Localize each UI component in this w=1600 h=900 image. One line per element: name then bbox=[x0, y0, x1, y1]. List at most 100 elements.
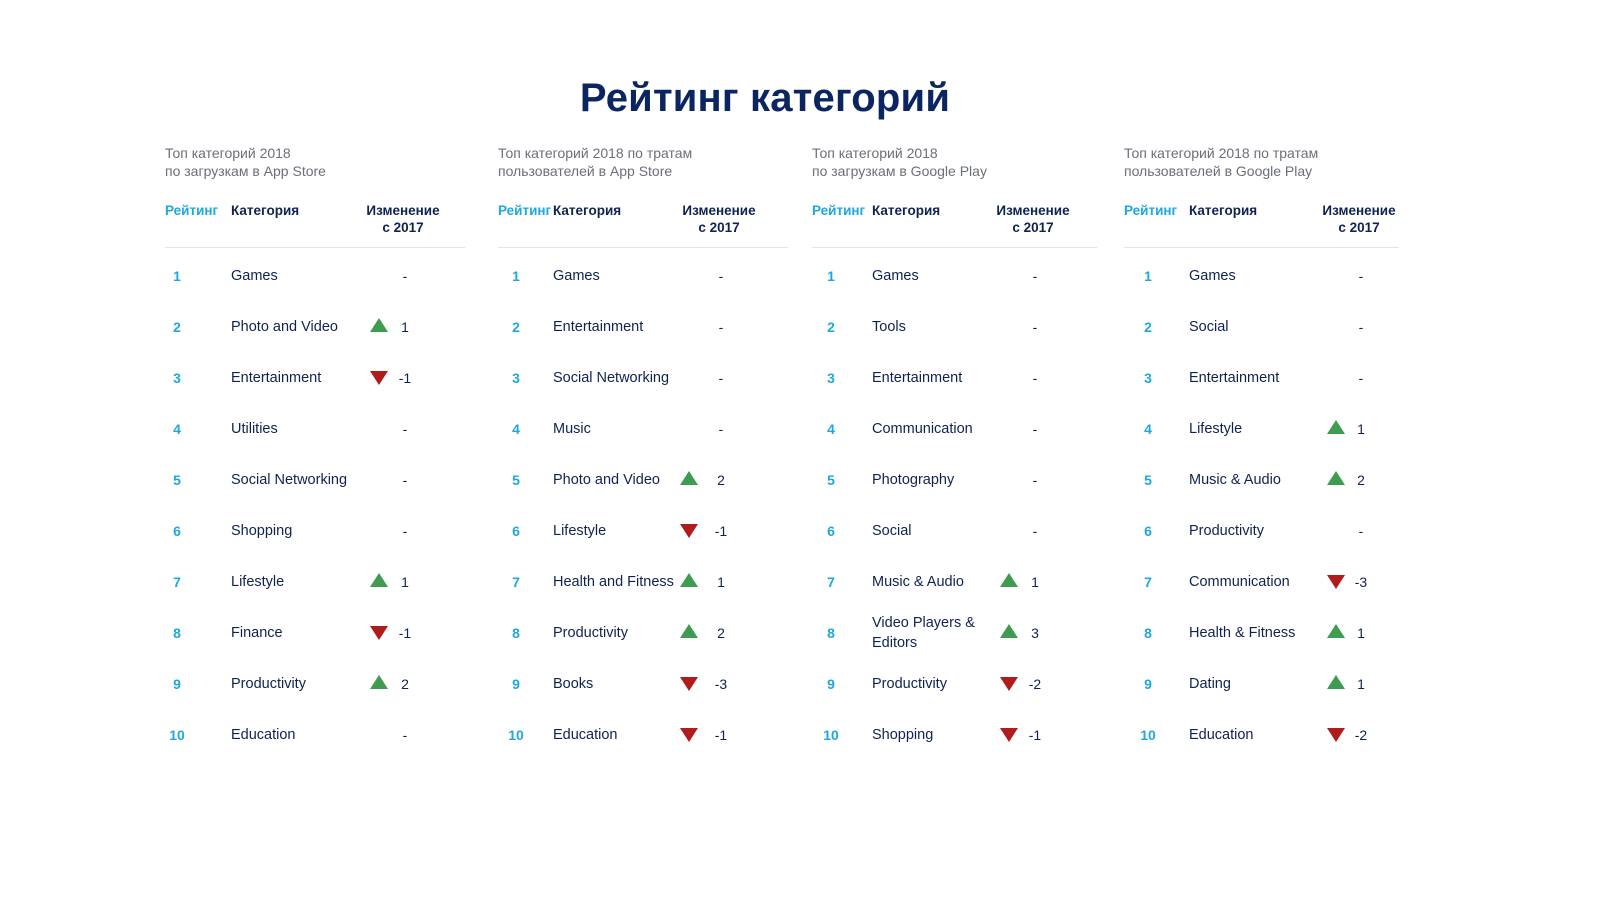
trend-up-icon bbox=[680, 471, 698, 485]
column-header-change: Изменение с 2017 bbox=[983, 202, 1083, 236]
change-value: 1 bbox=[1031, 574, 1039, 590]
change-value: - bbox=[1032, 472, 1038, 488]
change-value: 1 bbox=[1357, 421, 1365, 437]
category-name: Games bbox=[1189, 268, 1236, 284]
category-name: Social Networking bbox=[553, 370, 670, 386]
column-header-change-line2: с 2017 bbox=[1012, 220, 1054, 235]
header-divider bbox=[812, 247, 1097, 248]
rank-number: 1 bbox=[173, 268, 181, 284]
rank-number: 8 bbox=[173, 625, 181, 641]
table-row: 4 Lifestyle 1 bbox=[1124, 404, 1399, 454]
rank-number: 1 bbox=[1144, 268, 1152, 284]
table-row: 2 Entertainment - bbox=[498, 302, 788, 352]
trend-up-icon bbox=[680, 573, 698, 587]
table-row: 9 Productivity -2 bbox=[812, 659, 1097, 709]
change-value: - bbox=[1032, 421, 1038, 437]
column-header-rank: Рейтинг bbox=[165, 203, 219, 218]
change-value: 2 bbox=[717, 625, 725, 641]
category-name: Communication bbox=[872, 421, 973, 437]
change-value: - bbox=[1358, 319, 1364, 335]
table-row: 2 Tools - bbox=[812, 302, 1097, 352]
rank-number: 1 bbox=[512, 268, 520, 284]
trend-down-icon bbox=[680, 728, 698, 742]
rank-number: 4 bbox=[173, 421, 181, 437]
change-value: -2 bbox=[1354, 727, 1368, 743]
rank-number: 2 bbox=[512, 319, 520, 335]
category-name: Shopping bbox=[872, 727, 934, 743]
rank-number: 1 bbox=[827, 268, 835, 284]
column-header-change-line1: Изменение bbox=[366, 203, 440, 218]
column-header-change-line2: с 2017 bbox=[698, 220, 740, 235]
header-divider bbox=[1124, 247, 1399, 248]
category-name: Dating bbox=[1189, 676, 1231, 692]
category-name: Games bbox=[231, 268, 278, 284]
rank-number: 2 bbox=[1144, 319, 1152, 335]
header-divider bbox=[498, 247, 788, 248]
category-name: Utilities bbox=[231, 421, 278, 437]
rank-number: 3 bbox=[512, 370, 520, 386]
trend-down-icon bbox=[1327, 728, 1345, 742]
rank-number: 8 bbox=[827, 625, 835, 641]
change-value: -3 bbox=[1354, 574, 1368, 590]
rank-number: 3 bbox=[173, 370, 181, 386]
change-value: 1 bbox=[717, 574, 725, 590]
table-row: 10 Education - bbox=[165, 710, 465, 760]
table-row: 1 Games - bbox=[165, 251, 465, 301]
table-row: 5 Photo and Video 2 bbox=[498, 455, 788, 505]
category-name: Games bbox=[872, 268, 919, 284]
rank-number: 6 bbox=[512, 523, 520, 539]
rank-number: 5 bbox=[827, 472, 835, 488]
category-name: Health and Fitness bbox=[553, 574, 674, 590]
ranking-panel-2: Топ категорий 2018 по тратам пользователе… bbox=[498, 144, 808, 784]
category-name: Education bbox=[1189, 727, 1254, 743]
rank-number: 3 bbox=[827, 370, 835, 386]
column-header-change-line1: Изменение bbox=[682, 203, 756, 218]
column-header-category: Категория bbox=[872, 203, 941, 218]
column-header-rank: Рейтинг bbox=[1124, 203, 1178, 218]
panel-subtitle-line1: Топ категорий 2018 по тратам bbox=[1124, 145, 1319, 161]
column-header-category: Категория bbox=[1189, 203, 1258, 218]
rank-number: 5 bbox=[173, 472, 181, 488]
category-name: Photo and Video bbox=[553, 472, 660, 488]
rank-number: 4 bbox=[512, 421, 520, 437]
panel-subtitle-line2: по загрузкам в App Store bbox=[165, 163, 326, 179]
category-name: Music & Audio bbox=[1189, 472, 1281, 488]
trend-down-icon bbox=[1000, 728, 1018, 742]
category-name: Lifestyle bbox=[553, 523, 607, 539]
table-row: 9 Books -3 bbox=[498, 659, 788, 709]
column-header-change: Изменение с 2017 bbox=[353, 202, 453, 236]
column-header-change-line2: с 2017 bbox=[382, 220, 424, 235]
column-header-change: Изменение с 2017 bbox=[669, 202, 769, 236]
rank-number: 9 bbox=[173, 676, 181, 692]
panel-subtitle: Топ категорий 2018 по загрузкам в App Sto… bbox=[165, 144, 485, 184]
panel-subtitle: Топ категорий 2018 по тратам пользователе… bbox=[1124, 144, 1419, 184]
rank-number: 8 bbox=[1144, 625, 1152, 641]
change-value: -1 bbox=[398, 625, 412, 641]
change-value: -2 bbox=[1028, 676, 1042, 692]
page-title: Рейтинг категорий bbox=[579, 76, 951, 120]
table-row: 3 Entertainment - bbox=[812, 353, 1097, 403]
table-row: 7 Health and Fitness 1 bbox=[498, 557, 788, 607]
table-row: 9 Dating 1 bbox=[1124, 659, 1399, 709]
category-name: Shopping bbox=[231, 523, 293, 539]
table-row: 8 Productivity 2 bbox=[498, 608, 788, 658]
change-value: 1 bbox=[401, 319, 409, 335]
rank-number: 6 bbox=[827, 523, 835, 539]
table-row: 8 Health & Fitness 1 bbox=[1124, 608, 1399, 658]
table-row: 2 Photo and Video 1 bbox=[165, 302, 465, 352]
category-name: Photo and Video bbox=[231, 319, 338, 335]
column-header-change-line1: Изменение bbox=[1322, 203, 1396, 218]
trend-down-icon bbox=[1327, 575, 1345, 589]
category-name: Social bbox=[872, 523, 912, 539]
table-row: 3 Entertainment -1 bbox=[165, 353, 465, 403]
column-header-rank: Рейтинг bbox=[498, 203, 552, 218]
rank-number: 5 bbox=[512, 472, 520, 488]
rank-number: 2 bbox=[173, 319, 181, 335]
panel-subtitle-line1: Топ категорий 2018 bbox=[165, 145, 291, 161]
panel-subtitle-line1: Топ категорий 2018 по тратам bbox=[498, 145, 693, 161]
change-value: - bbox=[1032, 319, 1038, 335]
category-name: Communication bbox=[1189, 574, 1290, 590]
trend-up-icon bbox=[1327, 675, 1345, 689]
category-name: Video Players & Editors bbox=[872, 615, 975, 651]
change-value: - bbox=[402, 421, 408, 437]
